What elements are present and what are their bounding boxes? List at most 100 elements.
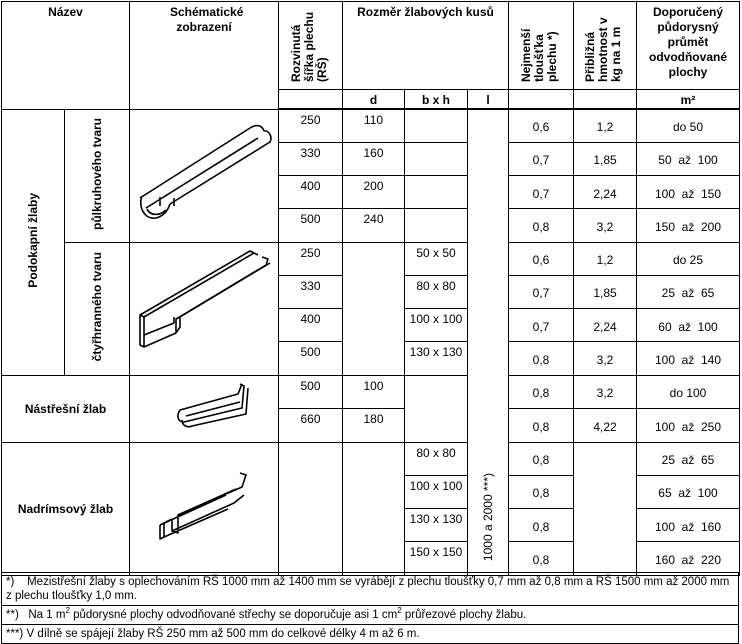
row4-t: 0,6 [508,241,574,276]
row5-rs: 330 [278,274,343,310]
header-prumet: Doporučený půdorysný průmět odvodňované … [636,1,740,90]
row8-bxh [404,374,468,443]
row0-area: do 50 [636,108,740,143]
footnote-1-mark: *) [6,576,15,588]
header-tloustka-cell: Nejmenší tloušťka plechu *) [508,1,574,90]
row10-t: 0,8 [508,441,574,476]
header-nazev: Název [1,1,130,110]
group-pulkruh-label: půlkruhového tvaru [89,117,104,230]
row3-kg: 3,2 [573,208,637,243]
row5-t: 0,7 [508,274,574,310]
pic-square-cell [129,241,279,376]
row8-d: 100 [342,374,405,409]
pic-halfround-cell [129,108,279,243]
row5-bxh: 80 x 80 [404,274,468,310]
row6-rs: 400 [278,307,343,343]
row10-area: 25 až 65 [636,441,740,476]
roof-gutter-icon [177,382,249,428]
row4-bxh: 50 x 50 [404,241,468,276]
row4-kg: 1,2 [573,241,637,276]
row4-rs: 250 [278,241,343,276]
row3-t: 0,8 [508,208,574,243]
cornice-gutter-icon [159,471,247,540]
row3-rs: 500 [278,208,343,243]
row5-area: 25 až 65 [636,274,740,310]
row2-rs: 400 [278,174,343,210]
row8-rs: 500 [278,374,343,409]
footnote-2: **) Na 1 m2 půdorysné plochy odvodňované… [2,605,738,624]
header-kg-unit [573,89,637,110]
footnote-2-sup-b: 2 [397,606,402,616]
row0-t: 0,6 [508,108,574,143]
group-ctyrhran-label: čtyřhranného tvaru [89,252,104,362]
row3-bxh [404,208,468,243]
header-rs-unit [278,89,343,110]
row1-area: 50 až 100 [636,141,740,177]
row10-d [342,441,405,576]
header-bxh: b x h [404,89,468,110]
group-nastresni: Nástřešní žlab [1,374,130,443]
footnotes: *) Mezistřešní žlaby s oplechováním RŠ 1… [1,572,739,644]
row9-kg: 4,22 [573,408,637,443]
square-gutter-icon [139,249,271,348]
row7-kg: 3,2 [573,341,637,376]
group-pulkruh: půlkruhového tvaru [64,108,130,243]
row0-bxh [404,108,468,143]
group-nadrimsovy: Nadrímsový žlab [1,441,130,576]
row1-bxh [404,141,468,177]
row2-kg: 2,24 [573,174,637,210]
row1-rs: 330 [278,141,343,177]
row8-area: do 100 [636,374,740,409]
row12-t: 0,8 [508,507,574,543]
row11-t: 0,8 [508,474,574,510]
pic-roof-cell [129,374,279,443]
row0-rs: 250 [278,108,343,143]
row1-d: 160 [342,141,405,177]
row8-t: 0,8 [508,374,574,409]
footnote-2-text-c: průřezové plochy žlabu. [401,609,527,621]
footnote-1-text: Mezistřešní žlaby s oplechováním RŠ 1000… [6,576,730,602]
row4-d [342,241,405,376]
row3-d: 240 [342,208,405,243]
footnote-2-text-b: půdorysné plochy odvodňované střechy se … [69,609,398,621]
group-ctyrhran: čtyřhranného tvaru [64,241,130,376]
row13-bxh: 150 x 150 [404,541,468,576]
header-hmotnost-cell: Přibližná hmotnost v kg na 1 m [573,1,637,90]
row2-d: 200 [342,174,405,210]
row1-kg: 1,85 [573,141,637,177]
row0-kg: 1,2 [573,108,637,143]
header-m2: m² [636,89,740,110]
footnote-2-text-a: Na 1 m [28,609,66,621]
row7-bxh: 130 x 130 [404,341,468,376]
row4-area: do 25 [636,241,740,276]
gutter-table: Název Schématické zobrazení Rozvinutá ší… [1,1,740,576]
l-column: 1000 a 2000 ***) [467,108,509,576]
row6-bxh: 100 x 100 [404,307,468,343]
row5-kg: 1,85 [573,274,637,310]
row8-kg: 3,2 [573,374,637,409]
row11-bxh: 100 x 100 [404,474,468,510]
row10-bxh: 80 x 80 [404,441,468,476]
header-l: l [467,89,509,110]
footnote-2-sup-a: 2 [65,606,70,616]
group-podokapni: Podokapní žlaby [1,108,65,376]
row2-bxh [404,174,468,210]
header-d: d [342,89,405,110]
header-rs-cell: Rozvinutá šířka plechu (RŠ) [278,1,343,90]
row10-rs [278,441,343,576]
row12-area: 100 až 160 [636,507,740,543]
pic-cornice-cell [129,441,279,576]
row6-kg: 2,24 [573,307,637,343]
row3-area: 150 až 200 [636,208,740,243]
row13-area: 160 až 220 [636,541,740,576]
row1-t: 0,7 [508,141,574,177]
footnote-3-mark: ***) [6,628,24,640]
footnote-3: ***) V dílně se spájejí žlaby RŠ 250 mm … [2,624,738,644]
row11-area: 65 až 100 [636,474,740,510]
row2-t: 0,7 [508,174,574,210]
header-schema: Schématické zobrazení [129,1,279,110]
footnote-3-text: V dílně se spájejí žlaby RŠ 250 mm až 50… [26,628,420,640]
row13-t: 0,8 [508,541,574,576]
header-rozmer: Rozměr žlabových kusů [342,1,509,90]
footnote-2-mark: **) [6,609,19,621]
